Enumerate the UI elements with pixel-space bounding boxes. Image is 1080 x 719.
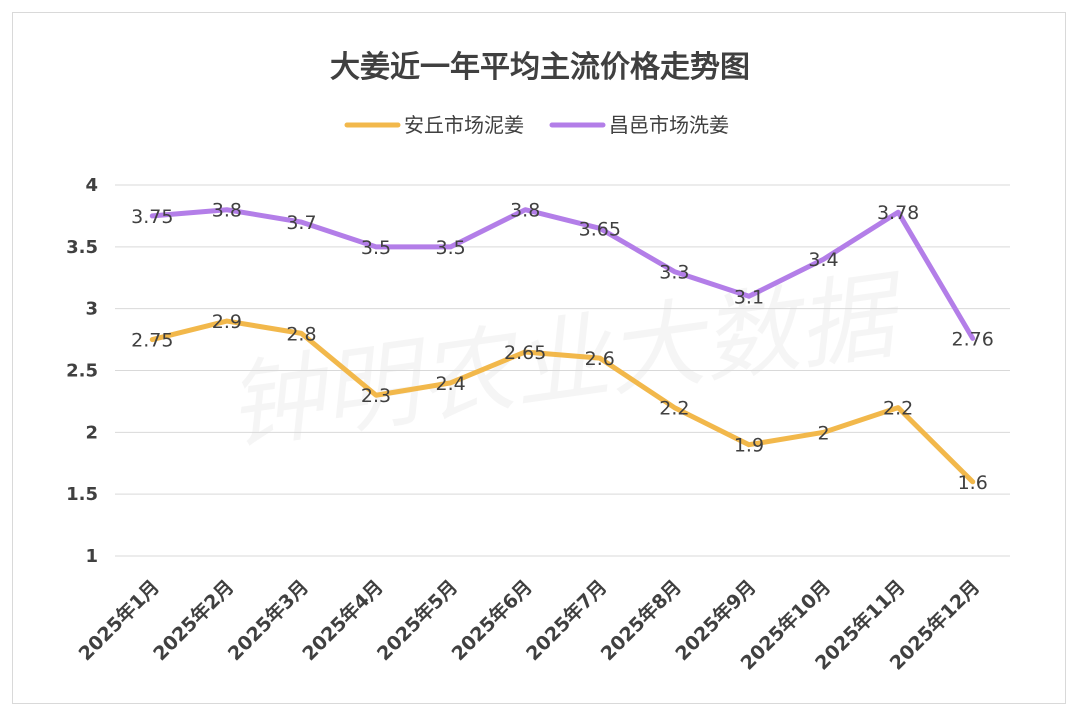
data-label: 2.76 bbox=[952, 328, 994, 350]
data-label: 3.78 bbox=[877, 202, 919, 224]
chart-title: 大姜近一年平均主流价格走势图 bbox=[330, 50, 750, 85]
data-label: 3.5 bbox=[361, 237, 391, 259]
data-label: 2.75 bbox=[131, 330, 173, 352]
series-line-0 bbox=[149, 318, 976, 485]
y-tick-label: 1 bbox=[85, 546, 98, 567]
legend: 安丘市场泥姜 昌邑市场洗姜 bbox=[344, 113, 729, 137]
y-axis: 1 1.5 2 2.5 3 3.5 4 bbox=[66, 175, 98, 567]
data-label: 3.4 bbox=[808, 249, 838, 271]
data-label: 2.9 bbox=[212, 311, 242, 333]
y-tick-label: 2.5 bbox=[66, 361, 98, 382]
data-label: 2.65 bbox=[504, 342, 546, 364]
data-label: 2.8 bbox=[286, 323, 316, 345]
y-tick-label: 4 bbox=[85, 175, 98, 196]
data-labels: 2.75 2.9 2.8 2.3 2.4 2.65 2.6 2.2 1.9 2 2.2 1.6 3.75… bbox=[131, 200, 994, 494]
data-label: 3.75 bbox=[131, 206, 173, 228]
series-line-1 bbox=[149, 207, 976, 341]
chart-frame bbox=[12, 12, 1066, 704]
series-lines bbox=[149, 207, 976, 485]
data-label: 2.2 bbox=[659, 398, 689, 420]
legend-label-anqiu: 安丘市场泥姜 bbox=[404, 113, 524, 137]
x-axis: 2025年1月2025年2月2025年3月2025年4月2025年5月2025年… bbox=[74, 575, 984, 674]
data-label: 2.4 bbox=[436, 373, 466, 395]
data-label: 3.8 bbox=[212, 200, 242, 222]
y-tick-label: 2 bbox=[85, 422, 98, 443]
data-label: 1.9 bbox=[734, 435, 764, 457]
data-label: 3.8 bbox=[510, 200, 540, 222]
legend-label-changyi: 昌邑市场洗姜 bbox=[609, 113, 729, 137]
data-label: 3.3 bbox=[659, 262, 689, 284]
data-label: 3.65 bbox=[579, 218, 621, 240]
data-label: 2.2 bbox=[883, 398, 913, 420]
data-label: 3.1 bbox=[734, 286, 764, 308]
data-label: 3.5 bbox=[436, 237, 466, 259]
grid bbox=[115, 184, 1010, 557]
y-tick-label: 3.5 bbox=[66, 237, 98, 258]
data-label: 1.6 bbox=[958, 472, 988, 494]
data-label: 2 bbox=[817, 422, 829, 444]
y-tick-label: 3 bbox=[85, 299, 98, 320]
data-label: 2.6 bbox=[585, 348, 615, 370]
y-tick-label: 1.5 bbox=[66, 484, 98, 505]
data-label: 3.7 bbox=[286, 212, 316, 234]
data-label: 2.3 bbox=[361, 385, 391, 407]
